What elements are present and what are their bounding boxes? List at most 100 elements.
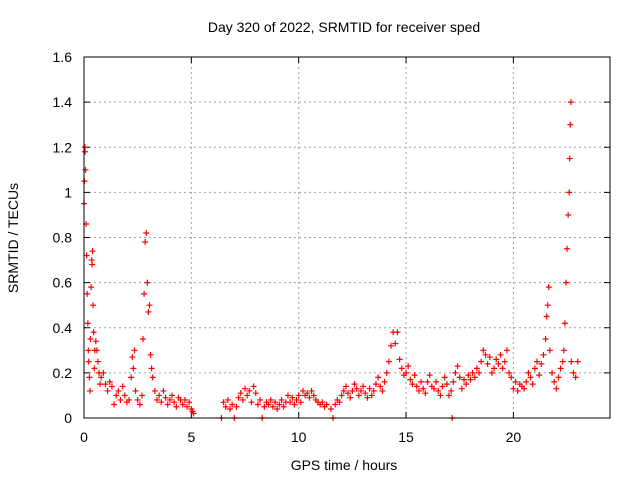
data-point (87, 387, 94, 394)
data-point (566, 189, 573, 196)
data-point (149, 374, 156, 381)
data-point (291, 401, 298, 408)
x-tick-labels: 0 5 10 15 20 (80, 429, 521, 445)
data-point (565, 211, 572, 218)
data-point (115, 387, 122, 394)
data-point (287, 399, 294, 406)
data-point (244, 392, 251, 399)
data-point (372, 381, 379, 388)
data-point (151, 387, 158, 394)
data-point (86, 374, 93, 381)
data-point (461, 376, 468, 383)
data-point (224, 396, 231, 403)
data-point (458, 385, 465, 392)
data-point (503, 347, 510, 354)
data-point (560, 347, 567, 354)
data-point (119, 383, 126, 390)
data-point (158, 399, 165, 406)
data-point (418, 378, 425, 385)
data-point (574, 358, 581, 365)
data-point (527, 374, 534, 381)
data-point (360, 383, 367, 390)
data-point (261, 403, 268, 410)
data-point (100, 369, 107, 376)
data-point (441, 374, 448, 381)
data-point (246, 387, 253, 394)
data-point (450, 378, 457, 385)
data-point (465, 372, 472, 379)
data-point (147, 351, 154, 358)
data-point (572, 374, 579, 381)
data-point (84, 320, 91, 327)
data-point (156, 392, 163, 399)
data-point (420, 385, 427, 392)
data-point (469, 369, 476, 376)
data-point (523, 378, 530, 385)
data-point (265, 401, 272, 408)
data-point (293, 396, 300, 403)
data-point (89, 261, 96, 268)
data-point (102, 381, 109, 388)
y-tick-label: 0.2 (53, 365, 73, 381)
data-point (233, 403, 240, 410)
data-point (104, 387, 111, 394)
data-point (323, 401, 330, 408)
data-point (186, 399, 193, 406)
data-point (353, 385, 360, 392)
data-point (545, 284, 552, 291)
data-point (546, 347, 553, 354)
x-tick-label: 20 (506, 429, 522, 445)
data-point (345, 390, 352, 397)
data-point (250, 383, 257, 390)
data-point (381, 378, 388, 385)
data-point (140, 336, 147, 343)
data-point (407, 376, 414, 383)
data-point (173, 403, 180, 410)
data-point (92, 338, 99, 345)
data-point (299, 387, 306, 394)
data-point (551, 378, 558, 385)
data-point (355, 392, 362, 399)
data-point (132, 387, 139, 394)
data-point (274, 405, 281, 412)
data-point (555, 374, 562, 381)
data-point (297, 399, 304, 406)
data-point (248, 399, 255, 406)
data-point (488, 369, 495, 376)
data-point (544, 302, 551, 309)
data-point (128, 374, 135, 381)
data-point (171, 399, 178, 406)
data-point (272, 399, 279, 406)
data-point (379, 387, 386, 394)
data-point (430, 385, 437, 392)
data-point (98, 374, 105, 381)
data-point (278, 396, 285, 403)
data-point (257, 396, 264, 403)
data-point (484, 360, 491, 367)
data-point (113, 392, 120, 399)
data-point (536, 372, 543, 379)
data-point (510, 385, 517, 392)
data-point (106, 378, 113, 385)
data-point (220, 399, 227, 406)
data-point (342, 383, 349, 390)
data-point (126, 396, 133, 403)
data-point (396, 356, 403, 363)
data-point (164, 401, 171, 408)
x-axis-label: GPS time / hours (291, 457, 398, 473)
data-point (108, 383, 115, 390)
data-point (435, 387, 442, 394)
data-point (83, 252, 90, 259)
data-point (144, 279, 151, 286)
data-point (90, 302, 97, 309)
data-point (82, 148, 89, 155)
data-point (338, 392, 345, 399)
data-point (409, 381, 416, 388)
data-point (567, 121, 574, 128)
y-tick-label: 1.4 (53, 94, 73, 110)
data-point (538, 360, 545, 367)
data-point (235, 394, 242, 401)
y-tick-label: 1.6 (53, 49, 73, 65)
data-point (394, 329, 401, 336)
data-point (295, 392, 302, 399)
